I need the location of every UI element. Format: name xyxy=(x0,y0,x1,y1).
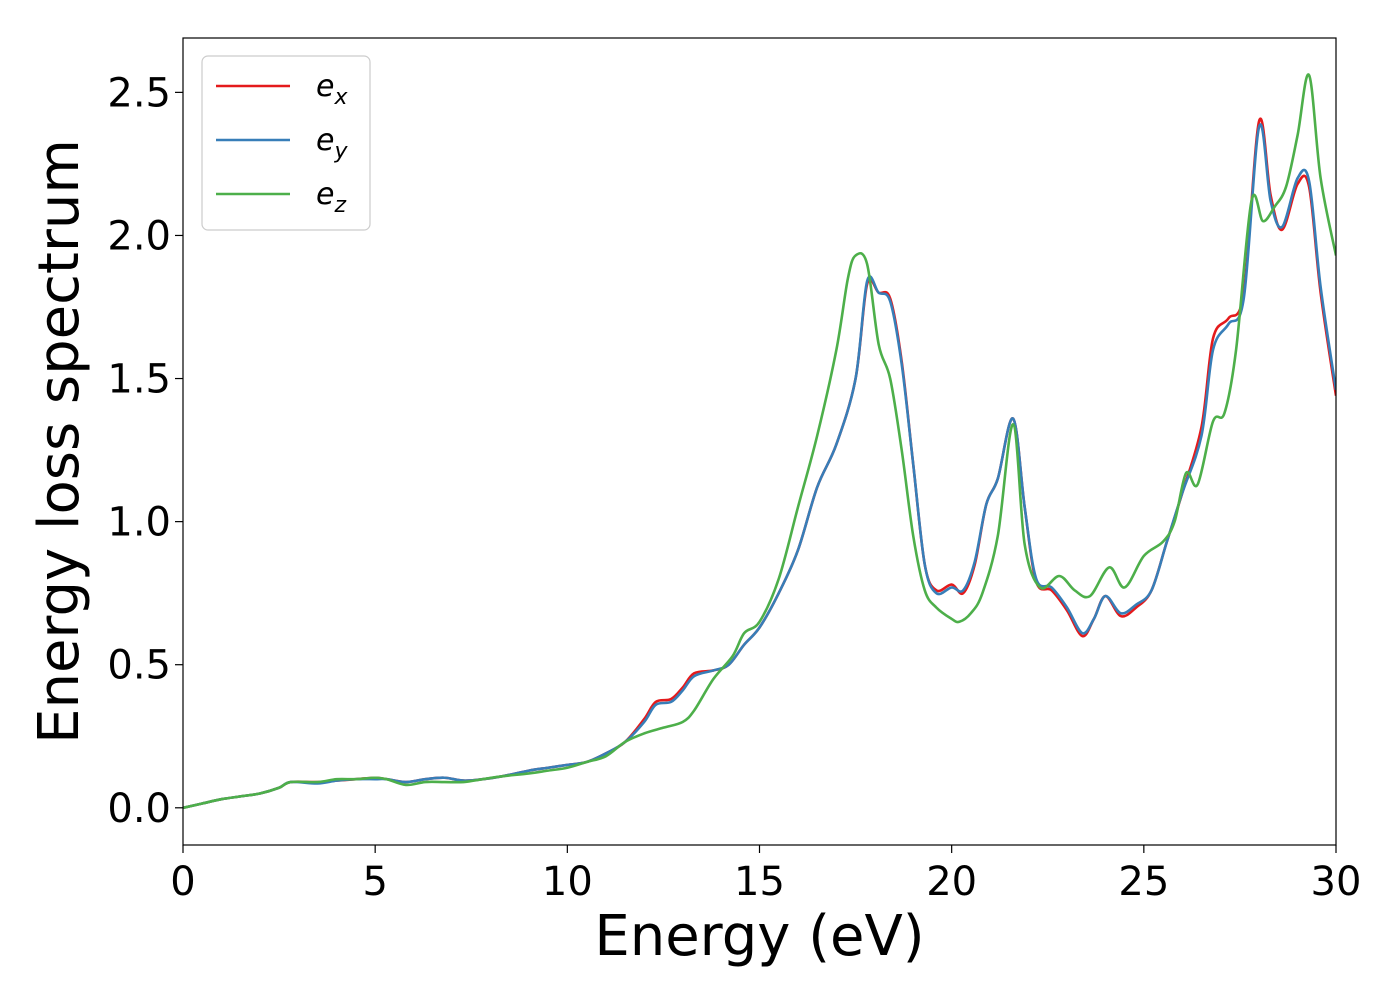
legend-box xyxy=(201,55,371,231)
y-axis-label: Energy loss spectrum xyxy=(27,139,92,744)
series-line-y xyxy=(183,123,1336,810)
y-tick-label: 2.5 xyxy=(107,70,171,116)
x-tick-label: 5 xyxy=(362,859,387,905)
x-axis-label: Energy (eV) xyxy=(594,904,924,969)
y-tick-label: 1.0 xyxy=(107,500,171,546)
x-axis-ticks: 0 5 10 15 20 25 30 xyxy=(170,845,1361,905)
y-axis-ticks: 0.0 0.5 1.0 1.5 2.0 2.5 xyxy=(107,70,183,832)
x-tick-label: 30 xyxy=(1311,859,1362,905)
y-tick-label: 0.0 xyxy=(107,786,171,832)
y-tick-label: 1.5 xyxy=(107,357,171,403)
legend-label-x: ex xyxy=(316,69,348,110)
legend: ex ey ez xyxy=(201,55,371,231)
legend-label-z: ez xyxy=(316,177,346,218)
series-layer xyxy=(183,73,1336,810)
x-tick-label: 20 xyxy=(926,859,977,905)
y-tick-label: 0.5 xyxy=(107,643,171,689)
legend-label-y: ey xyxy=(316,123,348,164)
x-tick-label: 0 xyxy=(170,859,195,905)
y-tick-label: 2.0 xyxy=(107,213,171,259)
x-tick-label: 15 xyxy=(734,859,785,905)
x-tick-label: 25 xyxy=(1118,859,1169,905)
series-line-z xyxy=(183,73,1336,810)
x-tick-label: 10 xyxy=(542,859,593,905)
